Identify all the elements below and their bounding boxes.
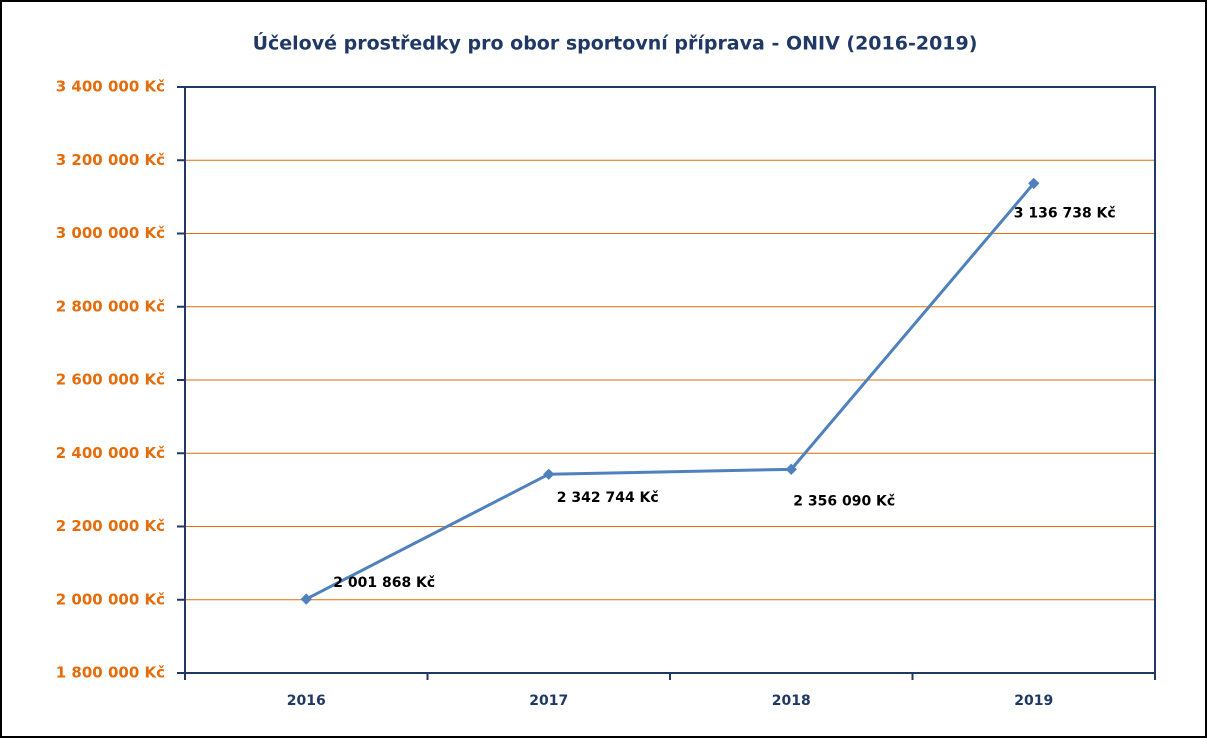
y-tick-label: 3 400 000 Kč [56,78,165,96]
line [305,182,1035,601]
data-label: 2 001 868 Kč [333,575,435,591]
y-tick-label: 2 200 000 Kč [56,517,165,535]
y-tick-label: 1 800 000 Kč [56,664,165,682]
y-tick-label: 3 200 000 Kč [56,151,165,169]
plot-border [185,86,1156,673]
point [543,468,555,480]
y-tick-label: 2 800 000 Kč [56,297,165,315]
point [300,593,312,605]
data-label: 2 356 090 Kč [793,493,895,509]
point [1028,177,1040,190]
y-tick-label: 2 400 000 Kč [56,444,165,462]
x-tick-label: 2016 [287,693,326,709]
y-tick-label: 2 600 000 Kč [56,371,165,389]
chart-title: Účelové prostředky pro obor sportovní př… [253,31,978,55]
x-tick-label: 2018 [772,693,811,709]
y-tick-label: 2 000 000 Kč [56,590,165,608]
data-label: 3 136 738 Kč [1014,205,1116,221]
y-tick-label: 3 000 000 Kč [56,224,165,242]
point [785,463,797,475]
x-tick-label: 2017 [529,693,568,709]
data-label: 2 342 744 Kč [557,490,659,506]
x-tick-label: 2019 [1014,693,1053,709]
